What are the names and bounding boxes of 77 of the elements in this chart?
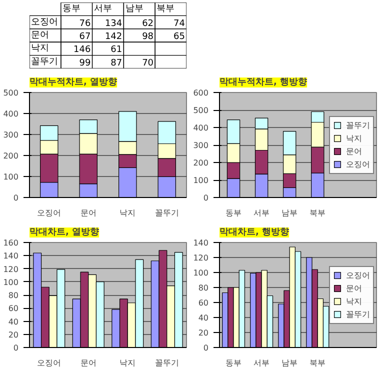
y-tick-label: 100 xyxy=(193,176,209,185)
y-tick-label: 600 xyxy=(193,88,209,98)
x-tick-label: 꼴뚜기 xyxy=(154,358,179,368)
y-tick-label: 60 xyxy=(198,298,209,308)
x-tick-label: 북부 xyxy=(156,4,175,14)
y-tick-label: 300 xyxy=(193,141,209,150)
y-tick-label: 문어 xyxy=(31,30,50,40)
y-tick-label: 100 xyxy=(193,268,209,278)
y-tick-label: 60 xyxy=(8,304,19,314)
legend-label: 오징어 xyxy=(346,158,370,170)
y-tick-label: 80 xyxy=(8,291,19,300)
legend-label: 낙지 xyxy=(346,132,363,144)
x-tick-label: 남부 xyxy=(282,358,298,368)
y-tick-label: 100 xyxy=(3,172,19,182)
data-label: 134 xyxy=(104,18,122,29)
x-tick-label: 동부 xyxy=(226,358,242,368)
y-tick-label: 0 xyxy=(13,344,19,352)
legend-label: 낙지 xyxy=(346,296,363,306)
chart-title: 막대차트, 열방향 xyxy=(30,228,100,238)
y-tick-label: 20 xyxy=(8,330,19,340)
chart-title: 막대누적차트, 행방향 xyxy=(220,78,308,88)
x-tick-label: 서부 xyxy=(254,358,270,368)
y-tick-label: 140 xyxy=(193,238,209,248)
y-tick-label: 200 xyxy=(3,152,19,160)
y-tick-label: 20 xyxy=(198,328,209,338)
legend-label: 꼴뚜기 xyxy=(346,120,370,130)
legend-label: 문어 xyxy=(346,146,363,156)
y-tick-label: 500 xyxy=(193,106,209,115)
data-label: 67 xyxy=(79,32,91,42)
text: 오징어 xyxy=(346,270,370,280)
x-tick-label: 낙지 xyxy=(120,358,136,368)
data-label: 74 xyxy=(173,18,186,29)
y-tick-label: 80 xyxy=(198,284,209,292)
y-tick-label: 100 xyxy=(3,278,19,287)
y-tick-label: 200 xyxy=(193,158,209,168)
y-tick-label: 0 xyxy=(203,344,209,352)
y-tick-label: 500 xyxy=(3,88,19,98)
chart-title: 막대차트, 행방향 xyxy=(220,228,290,238)
data-label: 98 xyxy=(142,32,154,42)
data-label: 76 xyxy=(79,18,92,29)
data-label: 61 xyxy=(110,45,122,56)
x-tick-label: 동부 xyxy=(226,208,242,218)
x-tick-label: 북부 xyxy=(310,358,326,368)
x-tick-label: 꼴뚜기 xyxy=(154,208,179,218)
x-tick-label: 북부 xyxy=(310,208,326,218)
legend-label: 꼴뚜기 xyxy=(346,308,370,320)
y-tick-label: 꼴뚜기 xyxy=(31,56,58,67)
y-tick-label: 140 xyxy=(3,252,19,261)
x-tick-label: 문어 xyxy=(80,208,96,218)
y-tick-label: 120 xyxy=(3,264,19,274)
y-tick-label: 40 xyxy=(198,314,209,322)
y-tick-label: 160 xyxy=(3,238,19,248)
data-label: 70 xyxy=(142,58,154,68)
legend-label: 문어 xyxy=(346,282,363,294)
data-label: 146 xyxy=(74,45,92,56)
y-tick-label: 400 xyxy=(3,110,19,118)
x-tick-label: 서부 xyxy=(94,4,112,14)
x-tick-label: 남부 xyxy=(282,208,298,218)
y-tick-label: 오징어 xyxy=(31,17,58,28)
chart-title: 막대누적차트, 열방향 xyxy=(30,78,118,88)
x-tick-label: 서부 xyxy=(254,208,270,218)
x-tick-label: 남부 xyxy=(125,4,144,14)
data-label: 87 xyxy=(110,58,122,68)
y-tick-label: 0 xyxy=(13,194,19,202)
x-tick-label: 동부 xyxy=(62,4,80,14)
y-tick-label: 300 xyxy=(3,130,19,140)
x-tick-label: 낙지 xyxy=(120,208,136,218)
y-tick-label: 40 xyxy=(8,317,19,326)
y-tick-label: 400 xyxy=(193,124,209,132)
y-tick-label: 낙지 xyxy=(31,44,50,54)
data-label: 65 xyxy=(173,32,185,42)
x-tick-label: 문어 xyxy=(80,358,96,368)
y-tick-label: 0 xyxy=(203,194,209,202)
data-label: 99 xyxy=(79,58,92,68)
data-label: 62 xyxy=(142,18,154,29)
data-label: 142 xyxy=(104,32,122,42)
y-tick-label: 120 xyxy=(193,254,209,262)
